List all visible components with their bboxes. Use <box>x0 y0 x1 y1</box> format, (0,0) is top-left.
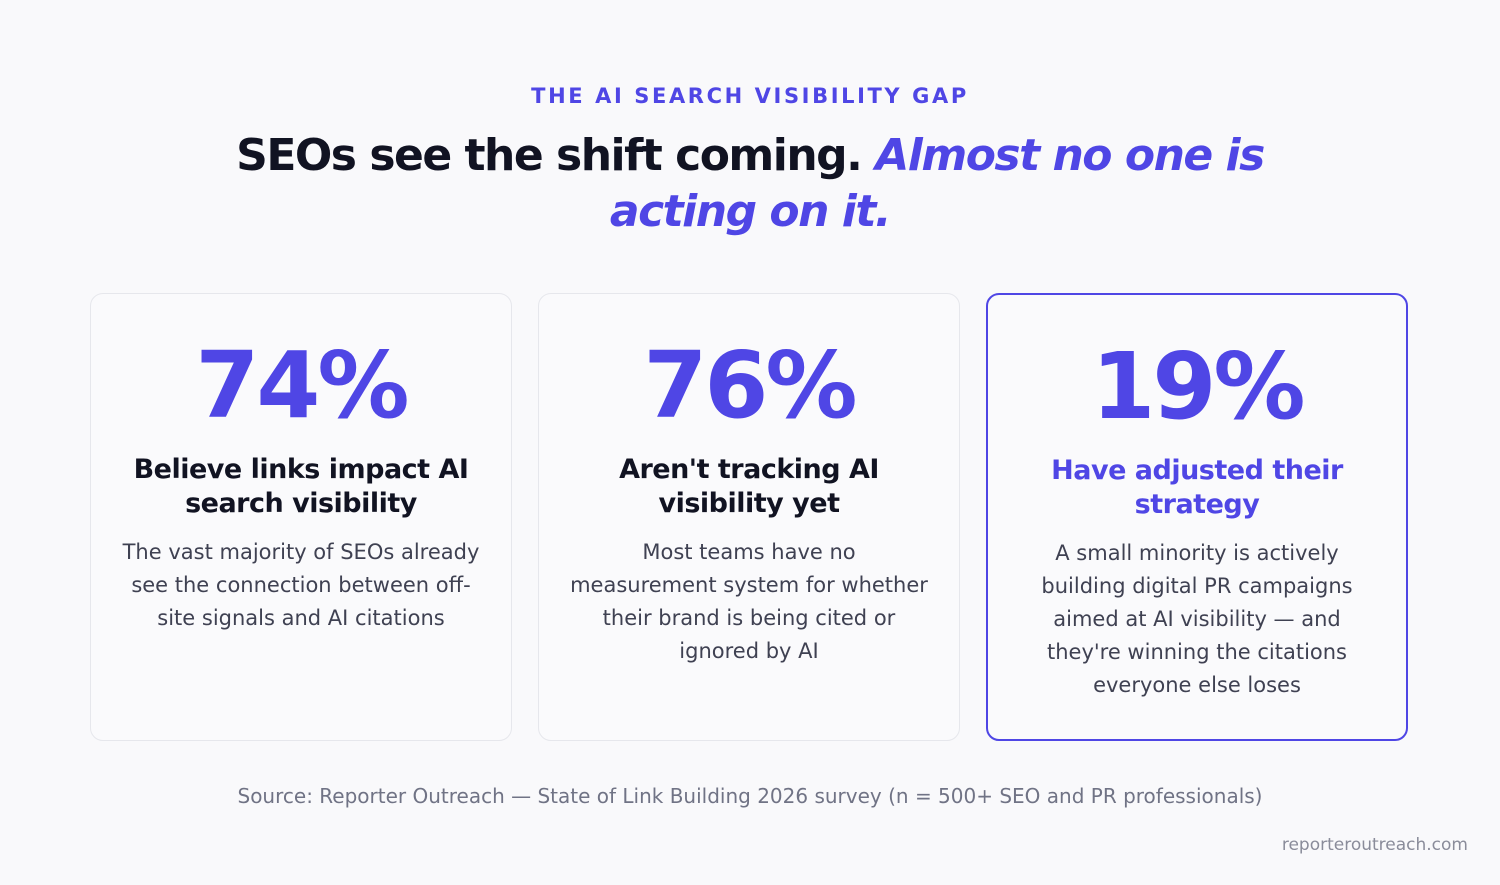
stat-card-links-impact: 74% Believe links impact AI search visib… <box>90 293 512 741</box>
stat-label: Believe links impact AI search visibilit… <box>133 454 469 519</box>
page-headline: SEOs see the shift coming. Almost no one… <box>200 128 1300 240</box>
stat-description: A small minority is actively building di… <box>1041 541 1353 697</box>
stat-card-not-tracking: 76% Aren't tracking AI visibility yet Mo… <box>538 293 960 741</box>
stat-label: Aren't tracking AI visibility yet <box>619 454 879 519</box>
stat-value: 74% <box>195 332 409 439</box>
footer-url: reporteroutreach.com <box>1281 835 1468 855</box>
headline-part-1: SEOs see the shift coming. <box>236 130 876 181</box>
stat-value: 19% <box>1091 333 1305 440</box>
stat-description: The vast majority of SEOs already see th… <box>122 540 480 630</box>
stat-label: Have adjusted their strategy <box>1051 455 1343 520</box>
headline-accent: Almost no one is acting on it. <box>609 130 1265 237</box>
stat-card-adjusted-strategy: 19% Have adjusted their strategy A small… <box>986 293 1408 741</box>
source-note: Source: Reporter Outreach — State of Lin… <box>237 784 1263 808</box>
stat-value: 76% <box>643 332 857 439</box>
eyebrow-title: THE AI SEARCH VISIBILITY GAP <box>531 84 969 108</box>
stat-description: Most teams have no measurement system fo… <box>570 540 928 663</box>
